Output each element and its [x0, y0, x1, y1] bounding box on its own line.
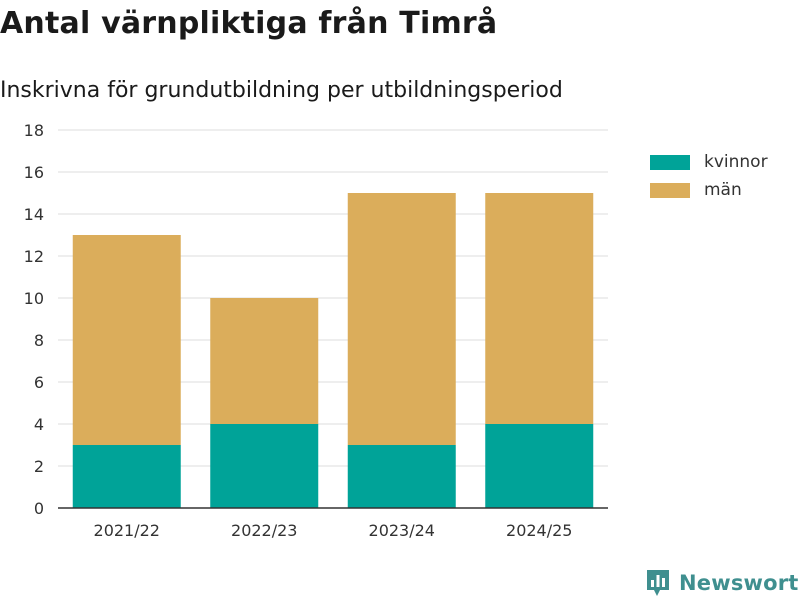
legend-label-kvinnor: kvinnor [704, 152, 768, 172]
legend-item-kvinnor: kvinnor [650, 148, 768, 176]
y-tick-label: 8 [34, 331, 44, 350]
x-tick-label: 2023/24 [369, 521, 435, 540]
y-tick-label: 6 [34, 373, 44, 392]
legend-label-man: män [704, 180, 742, 200]
x-tick-label: 2024/25 [506, 521, 572, 540]
axes: 0 2 4 6 8 10 12 14 16 18 2021/22 2022/23 2023/24 2024… [24, 121, 608, 540]
legend-swatch-kvinnor [650, 154, 690, 170]
legend-item-man: män [650, 176, 768, 204]
bar-kvinnor-2024-25[interactable] [485, 424, 594, 508]
y-tick-label: 4 [34, 415, 44, 434]
newsworthy-logo-icon [647, 570, 669, 596]
x-tick-label: 2022/23 [231, 521, 297, 540]
bar-man-2022-23[interactable] [210, 298, 319, 424]
bar-man-2024-25[interactable] [485, 193, 594, 424]
brand-name: Newsworthy [679, 571, 800, 595]
bar-man-2021-22[interactable] [72, 235, 181, 445]
y-tick-label: 14 [24, 205, 44, 224]
bar-kvinnor-2021-22[interactable] [72, 445, 181, 508]
y-tick-label: 18 [24, 121, 44, 140]
y-tick-label: 2 [34, 457, 44, 476]
bars [72, 193, 594, 508]
legend: kvinnor män [650, 148, 768, 204]
y-tick-label: 10 [24, 289, 44, 308]
chart-title: Antal värnpliktiga från Timrå [0, 6, 498, 41]
x-tick-label: 2021/22 [94, 521, 160, 540]
y-tick-label: 0 [34, 499, 44, 518]
bar-kvinnor-2023-24[interactable] [347, 445, 456, 508]
y-tick-label: 16 [24, 163, 44, 182]
brand-logo[interactable]: Newsworthy [645, 568, 800, 598]
bar-kvinnor-2022-23[interactable] [210, 424, 319, 508]
y-tick-label: 12 [24, 247, 44, 266]
legend-swatch-man [650, 182, 690, 198]
chart-subtitle: Inskrivna för grundutbildning per utbild… [0, 78, 563, 103]
bar-man-2023-24[interactable] [347, 193, 456, 445]
